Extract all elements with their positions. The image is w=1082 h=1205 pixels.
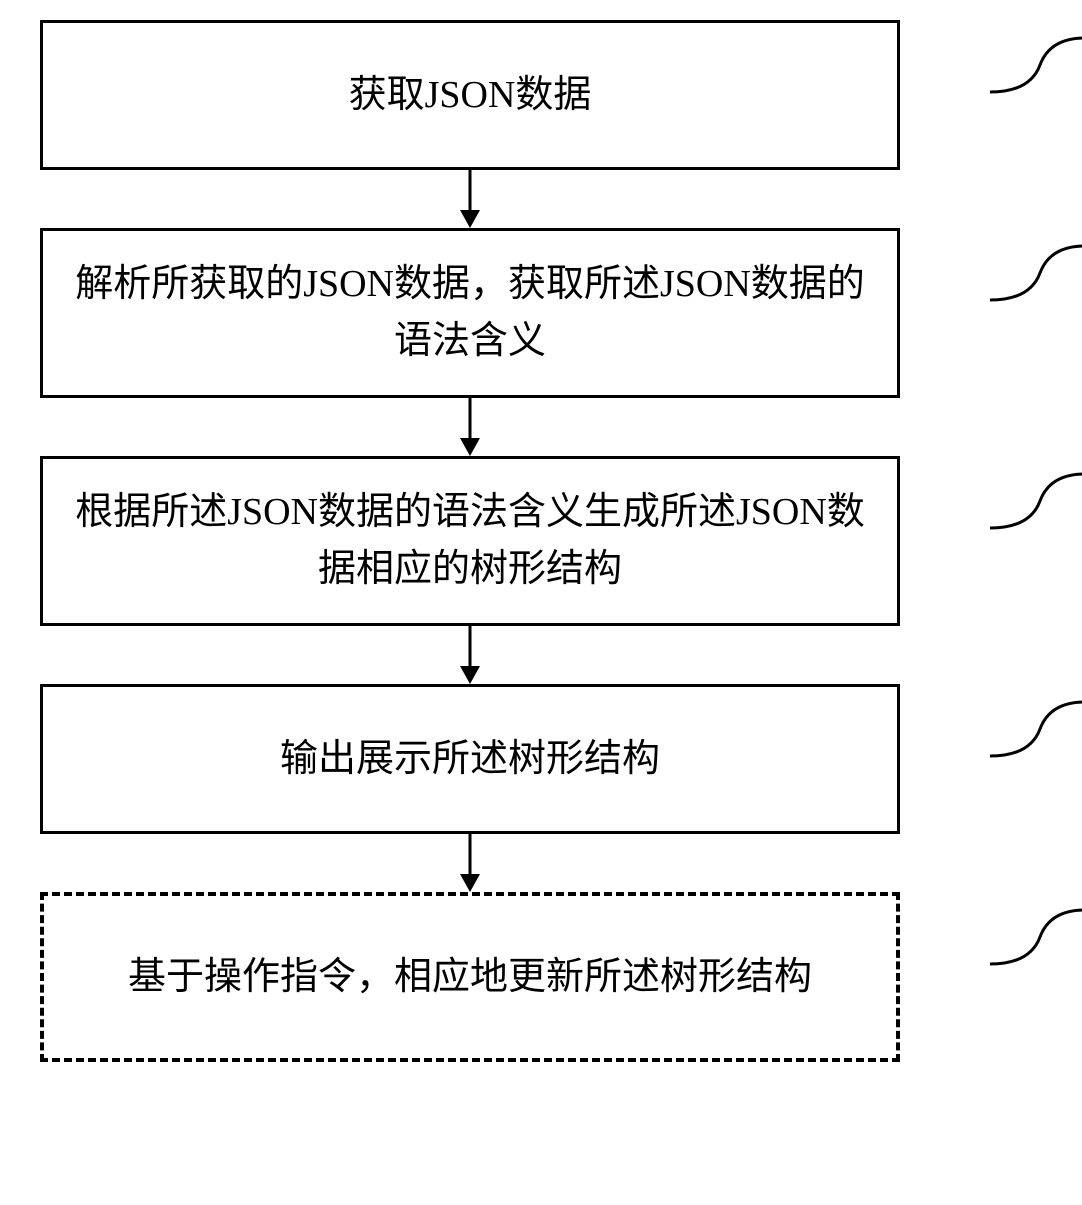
step-box-s22: 解析所获取的JSON数据，获取所述JSON数据的语法含义: [40, 228, 900, 398]
arrow-s24-s25: [40, 834, 900, 892]
step-row-s25: 基于操作指令，相应地更新所述树形结构 S25: [40, 892, 1040, 1062]
label-connector-s23: S23: [990, 456, 1082, 551]
connector-curve-icon: [990, 684, 1082, 774]
arrow-down-icon: [455, 626, 485, 684]
label-connector-s22: S22: [990, 228, 1082, 323]
flowchart-container: 获取JSON数据 S21 解析所获取的JSON数据，获取所述JSON数据的语法含…: [40, 20, 1040, 1062]
arrow-s23-s24: [40, 626, 900, 684]
arrow-s21-s22: [40, 170, 900, 228]
step-box-s23: 根据所述JSON数据的语法含义生成所述JSON数据相应的树形结构: [40, 456, 900, 626]
step-box-s25: 基于操作指令，相应地更新所述树形结构: [40, 892, 900, 1062]
step-text-s24: 输出展示所述树形结构: [280, 731, 660, 788]
connector-curve-icon: [990, 228, 1082, 318]
label-connector-s21: S21: [990, 20, 1082, 115]
step-text-s22: 解析所获取的JSON数据，获取所述JSON数据的语法含义: [73, 256, 867, 370]
step-box-s24: 输出展示所述树形结构: [40, 684, 900, 834]
step-row-s22: 解析所获取的JSON数据，获取所述JSON数据的语法含义 S22: [40, 228, 1040, 398]
step-text-s23: 根据所述JSON数据的语法含义生成所述JSON数据相应的树形结构: [73, 484, 867, 598]
step-box-s21: 获取JSON数据: [40, 20, 900, 170]
step-row-s23: 根据所述JSON数据的语法含义生成所述JSON数据相应的树形结构 S23: [40, 456, 1040, 626]
connector-curve-icon: [990, 892, 1082, 982]
connector-curve-icon: [990, 20, 1082, 110]
step-row-s21: 获取JSON数据 S21: [40, 20, 1040, 170]
label-connector-s24: S24: [990, 684, 1082, 779]
step-row-s24: 输出展示所述树形结构 S24: [40, 684, 1040, 834]
arrow-down-icon: [455, 834, 485, 892]
connector-curve-icon: [990, 456, 1082, 546]
arrow-s22-s23: [40, 398, 900, 456]
arrow-down-icon: [455, 170, 485, 228]
arrow-down-icon: [455, 398, 485, 456]
step-text-s25: 基于操作指令，相应地更新所述树形结构: [128, 949, 812, 1006]
label-connector-s25: S25: [990, 892, 1082, 987]
step-text-s21: 获取JSON数据: [349, 67, 592, 124]
